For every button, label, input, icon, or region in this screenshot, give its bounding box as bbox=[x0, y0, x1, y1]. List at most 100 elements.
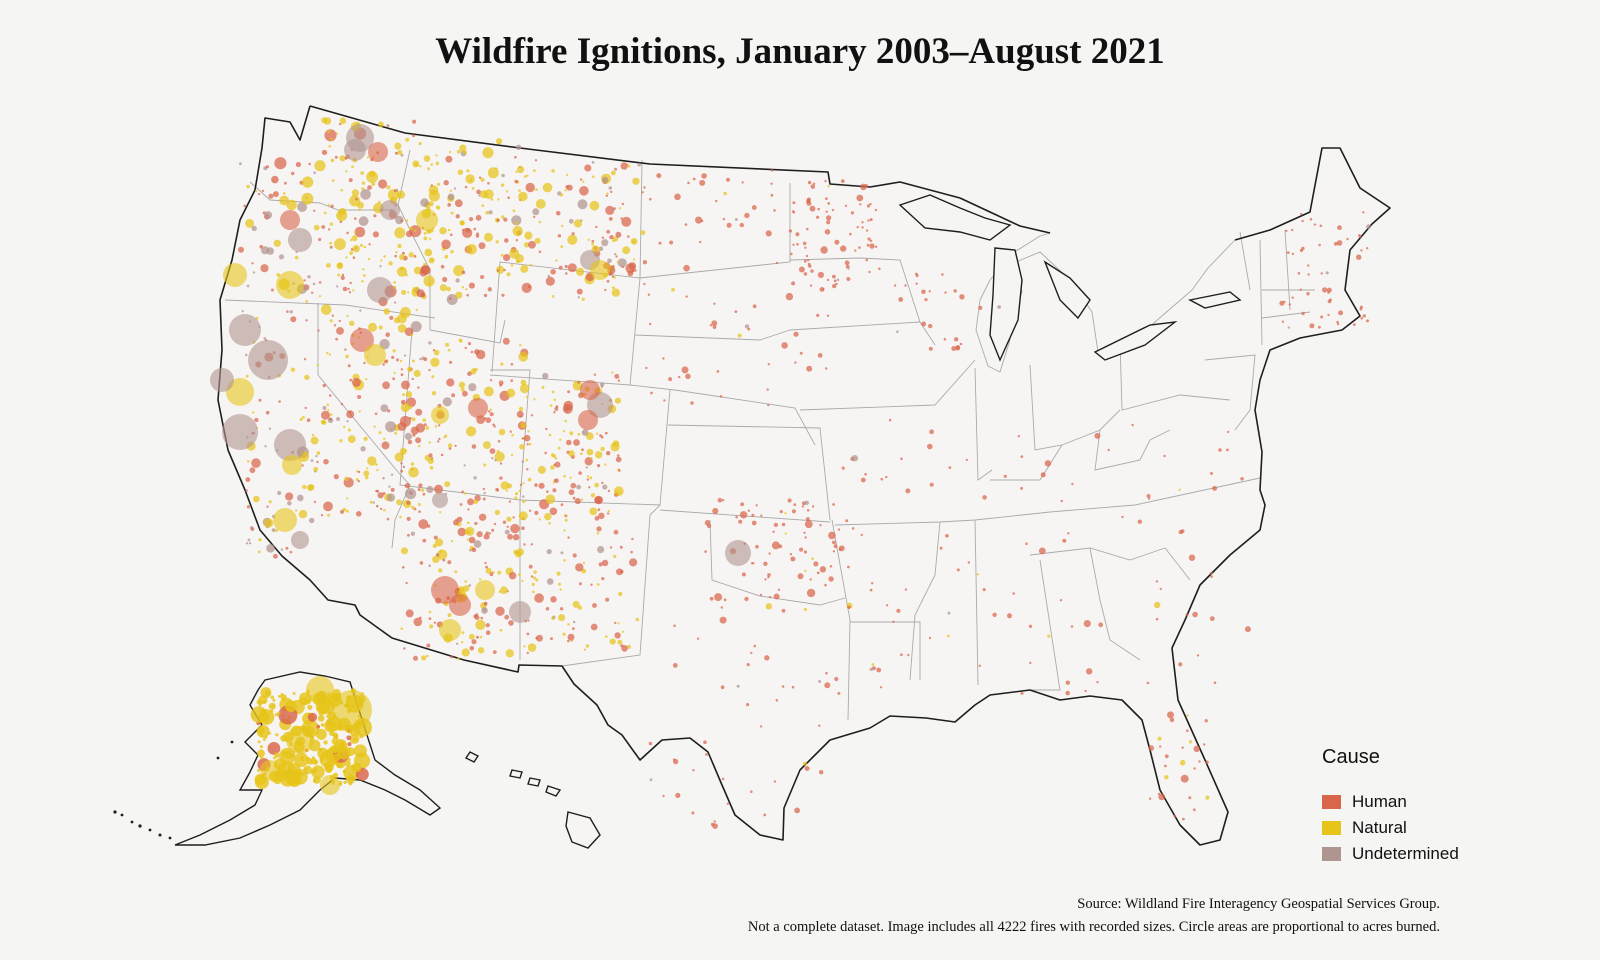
fire-marker bbox=[447, 228, 451, 232]
fire-marker bbox=[423, 357, 428, 362]
fire-marker bbox=[760, 514, 763, 517]
fire-marker bbox=[594, 496, 602, 504]
fire-marker bbox=[576, 288, 583, 295]
fire-marker bbox=[683, 264, 690, 272]
fire-marker bbox=[451, 393, 456, 398]
fire-marker bbox=[510, 264, 514, 267]
fire-marker bbox=[284, 181, 287, 185]
fire-marker bbox=[489, 448, 496, 454]
fire-marker bbox=[597, 464, 601, 468]
fire-marker bbox=[614, 397, 622, 404]
fire-marker bbox=[400, 547, 409, 555]
fire-marker bbox=[578, 582, 582, 586]
fire-marker bbox=[317, 714, 325, 722]
fire-marker bbox=[563, 430, 566, 433]
fire-marker bbox=[825, 671, 828, 675]
fire-marker bbox=[502, 337, 510, 345]
fire-marker bbox=[1131, 423, 1134, 427]
fire-marker bbox=[773, 780, 777, 783]
fire-marker bbox=[442, 276, 448, 283]
fire-marker bbox=[287, 501, 292, 506]
fire-marker bbox=[448, 447, 452, 450]
fire-marker bbox=[412, 160, 420, 168]
fire-marker bbox=[265, 690, 271, 696]
fire-marker bbox=[271, 175, 279, 184]
fire-marker bbox=[488, 532, 491, 535]
fire-marker bbox=[259, 733, 263, 737]
fire-marker bbox=[806, 509, 810, 512]
fire-marker bbox=[323, 211, 327, 215]
fire-marker bbox=[352, 256, 356, 260]
fire-marker bbox=[735, 515, 738, 519]
fire-marker bbox=[298, 509, 308, 519]
fire-marker bbox=[1159, 587, 1163, 591]
fire-marker bbox=[1360, 249, 1363, 252]
fire-marker bbox=[621, 202, 625, 206]
fire-marker bbox=[285, 546, 289, 550]
fire-marker bbox=[594, 515, 600, 521]
fire-marker bbox=[1203, 743, 1206, 746]
fire-marker bbox=[524, 242, 530, 248]
fire-marker bbox=[431, 391, 437, 396]
fire-marker bbox=[352, 245, 360, 253]
fire-marker bbox=[405, 219, 409, 222]
fire-marker bbox=[741, 572, 746, 577]
fire-marker bbox=[415, 437, 422, 444]
fire-marker bbox=[605, 205, 615, 215]
fire-marker bbox=[256, 699, 262, 705]
fire-marker bbox=[295, 161, 301, 168]
fire-marker bbox=[854, 249, 857, 252]
fire-marker bbox=[455, 214, 460, 219]
fire-marker bbox=[927, 443, 933, 450]
fire-marker bbox=[448, 297, 452, 300]
fire-marker bbox=[1319, 224, 1323, 228]
fire-marker bbox=[770, 169, 774, 172]
fire-marker bbox=[303, 358, 307, 361]
fire-marker bbox=[833, 279, 837, 283]
fire-marker bbox=[869, 667, 873, 671]
fire-marker bbox=[401, 290, 407, 295]
fire-marker bbox=[266, 247, 275, 255]
fire-marker bbox=[254, 189, 258, 193]
fire-marker bbox=[674, 193, 681, 201]
fire-marker bbox=[825, 210, 828, 213]
fire-marker bbox=[285, 492, 294, 501]
fire-marker bbox=[511, 215, 522, 226]
legend-title: Cause bbox=[1322, 746, 1380, 768]
fire-marker bbox=[1338, 310, 1344, 316]
fire-marker bbox=[770, 193, 774, 197]
fire-marker bbox=[759, 593, 763, 597]
fire-marker bbox=[526, 443, 529, 446]
fire-marker bbox=[784, 532, 787, 535]
fire-marker bbox=[1107, 448, 1110, 452]
fire-marker bbox=[478, 176, 482, 179]
fire-marker bbox=[455, 278, 460, 283]
fire-marker bbox=[997, 305, 1001, 309]
fire-marker bbox=[1067, 532, 1070, 535]
fire-marker bbox=[344, 760, 351, 767]
fire-marker bbox=[550, 269, 556, 275]
fire-marker bbox=[1291, 296, 1294, 299]
fire-marker bbox=[466, 169, 470, 173]
fire-marker bbox=[320, 514, 324, 517]
fire-marker bbox=[521, 526, 525, 530]
fire-marker bbox=[809, 205, 816, 212]
fire-marker bbox=[506, 388, 516, 398]
fire-marker bbox=[811, 505, 815, 508]
fire-marker bbox=[249, 467, 256, 474]
fire-marker bbox=[1218, 448, 1222, 452]
fire-marker bbox=[305, 300, 309, 303]
fire-marker bbox=[1029, 661, 1032, 665]
fire-marker bbox=[396, 499, 403, 506]
fire-marker bbox=[329, 319, 333, 323]
fire-marker bbox=[389, 315, 394, 320]
fire-marker bbox=[816, 313, 820, 317]
fire-marker bbox=[799, 351, 803, 355]
fire-marker bbox=[274, 429, 306, 461]
fire-marker bbox=[1336, 320, 1339, 324]
fire-marker bbox=[246, 460, 250, 463]
fire-marker bbox=[658, 241, 662, 245]
fire-marker bbox=[390, 473, 394, 476]
fire-marker bbox=[557, 446, 561, 450]
fire-marker bbox=[222, 414, 258, 450]
